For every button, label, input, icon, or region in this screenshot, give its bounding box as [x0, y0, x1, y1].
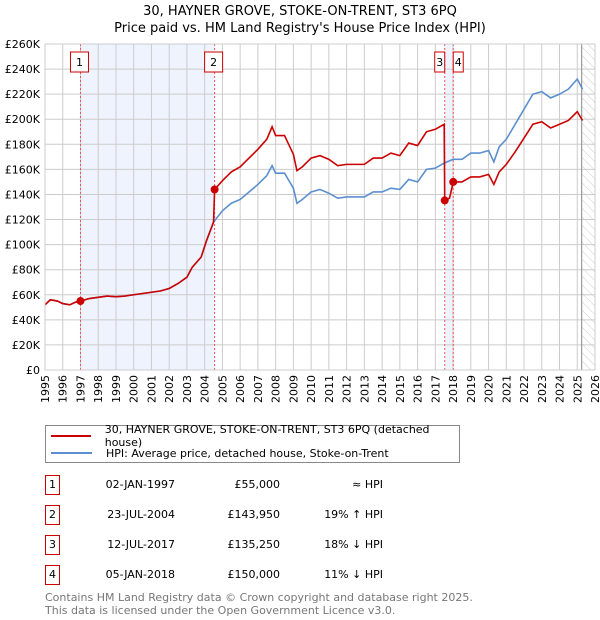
y-tick-label: £40K [12, 314, 41, 327]
legend-label: 30, HAYNER GROVE, STOKE-ON-TRENT, ST3 6P… [104, 423, 430, 449]
x-tick-label: 2024 [554, 375, 567, 403]
legend-label: HPI: Average price, detached house, Stok… [106, 446, 389, 460]
price-chart: 1995 1996 1997 1998 1999 2000 2001 2002 2003 2004… [5, 38, 600, 403]
chart-subtitle: Price paid vs. HM Land Registry's House … [114, 21, 486, 36]
legend: 30, HAYNER GROVE, STOKE-ON-TRENT, ST3 6P… [45, 423, 460, 463]
x-tick-label: 2019 [465, 375, 478, 403]
x-tick-label: 2006 [234, 375, 247, 403]
sale-point [449, 177, 458, 186]
forecast-hatch [581, 44, 595, 370]
table-row: 1 02-JAN-1997 £55,000 ≈ HPI [45, 475, 445, 495]
y-tick-label: £20K [12, 339, 41, 352]
x-tick-label: 2003 [181, 375, 194, 403]
x-tick-label: 1997 [74, 375, 87, 403]
y-tick-label: £0 [26, 364, 40, 377]
x-tick-label: 2005 [216, 375, 229, 403]
x-tick-label: 2025 [571, 375, 584, 403]
x-tick-label: 2021 [500, 375, 513, 403]
table-row: 3 12-JUL-2017 £135,250 18% ↓ HPI [45, 535, 445, 555]
y-tick-label: £100K [5, 239, 41, 252]
sale-label-box [452, 51, 464, 73]
x-tick-label: 2013 [358, 375, 371, 403]
y-tick-label: £60K [12, 289, 41, 302]
table-row: 4 05-JAN-2018 £150,000 11% ↓ HPI [45, 565, 445, 585]
sale-number-badge: 1 [45, 475, 60, 495]
y-tick-label: £80K [12, 264, 41, 277]
sale-price: £150,000 [227, 568, 281, 581]
x-tick-label: 2015 [394, 375, 407, 403]
sale-number-badge: 4 [45, 565, 60, 585]
hpi-comparison: ≈ HPI [352, 478, 383, 491]
sale-point [440, 196, 449, 205]
legend-item-hpi: HPI: Average price, detached house, Stok… [46, 445, 389, 461]
x-tick-label: 2000 [128, 375, 141, 403]
x-tick-label: 2022 [518, 375, 531, 403]
property-price-line [44, 110, 584, 306]
sale-point [210, 185, 219, 194]
x-tick-label: 2023 [536, 375, 549, 403]
sale-number-badge: 2 [45, 505, 60, 525]
x-tick-label: 2010 [305, 375, 318, 403]
hpi-comparison: 18% ↓ HPI [324, 538, 383, 551]
x-tick-label: 2026 [589, 375, 600, 403]
y-tick-label: £260K [5, 38, 41, 51]
sale-price: £55,000 [234, 478, 281, 491]
y-tick-label: £180K [5, 138, 41, 151]
red-line-swatch [51, 435, 91, 437]
sale-number-badge: 3 [45, 535, 60, 555]
x-tick-label: 1998 [92, 375, 105, 403]
sale-label-box [204, 51, 224, 73]
blue-line-swatch [51, 452, 92, 454]
y-tick-label: £120K [5, 214, 41, 227]
sale-date: 05-JAN-2018 [105, 568, 175, 581]
sale-date: 02-JAN-1997 [105, 478, 175, 491]
sale-label-box [434, 51, 446, 73]
x-tick-label: 2009 [287, 375, 300, 403]
sale-label: 4 [455, 56, 462, 69]
x-tick-label: 2004 [199, 375, 212, 403]
sale-date: 23-JUL-2004 [107, 508, 175, 521]
hpi-comparison: 11% ↓ HPI [324, 568, 383, 581]
x-tick-label: 2020 [483, 375, 496, 403]
shaded-period [80, 44, 215, 370]
table-row: 2 23-JUL-2004 £143,950 19% ↑ HPI [45, 505, 445, 525]
x-tick-label: 2017 [429, 375, 442, 403]
x-tick-label: 1999 [110, 375, 123, 403]
x-tick-label: 2014 [376, 375, 389, 403]
x-tick-label: 1995 [39, 375, 52, 403]
x-tick-label: 2012 [341, 375, 354, 403]
footer-licence: This data is licensed under the Open Gov… [45, 604, 396, 617]
x-tick-label: 2016 [412, 375, 425, 403]
sale-price: £143,950 [227, 508, 281, 521]
y-tick-label: £140K [5, 188, 41, 201]
sale-label: 2 [210, 56, 217, 69]
sale-label-box [69, 51, 89, 73]
y-tick-label: £220K [5, 88, 41, 101]
x-tick-label: 2002 [163, 375, 176, 403]
x-tick-label: 2007 [252, 375, 265, 403]
shaded-period [444, 44, 454, 370]
footer-copyright: Contains HM Land Registry data © Crown c… [45, 591, 473, 604]
x-tick-label: 2008 [270, 375, 283, 403]
x-tick-label: 2001 [145, 375, 158, 403]
x-tick-label: 2018 [447, 375, 460, 403]
y-tick-label: £240K [5, 63, 41, 76]
chart-title: 30, HAYNER GROVE, STOKE-ON-TRENT, ST3 6P… [143, 4, 457, 19]
sale-date: 12-JUL-2017 [107, 538, 175, 551]
hpi-comparison: 19% ↑ HPI [324, 508, 383, 521]
sale-price: £135,250 [227, 538, 281, 551]
y-tick-label: £160K [5, 163, 41, 176]
sale-point [76, 297, 85, 306]
x-tick-label: 2011 [323, 375, 336, 403]
sale-label: 3 [436, 56, 443, 69]
legend-item-property: 30, HAYNER GROVE, STOKE-ON-TRENT, ST3 6P… [46, 423, 459, 449]
plot-border [44, 43, 596, 371]
y-tick-label: £200K [5, 113, 41, 126]
sale-label: 1 [76, 56, 83, 69]
x-tick-label: 1996 [57, 375, 70, 403]
